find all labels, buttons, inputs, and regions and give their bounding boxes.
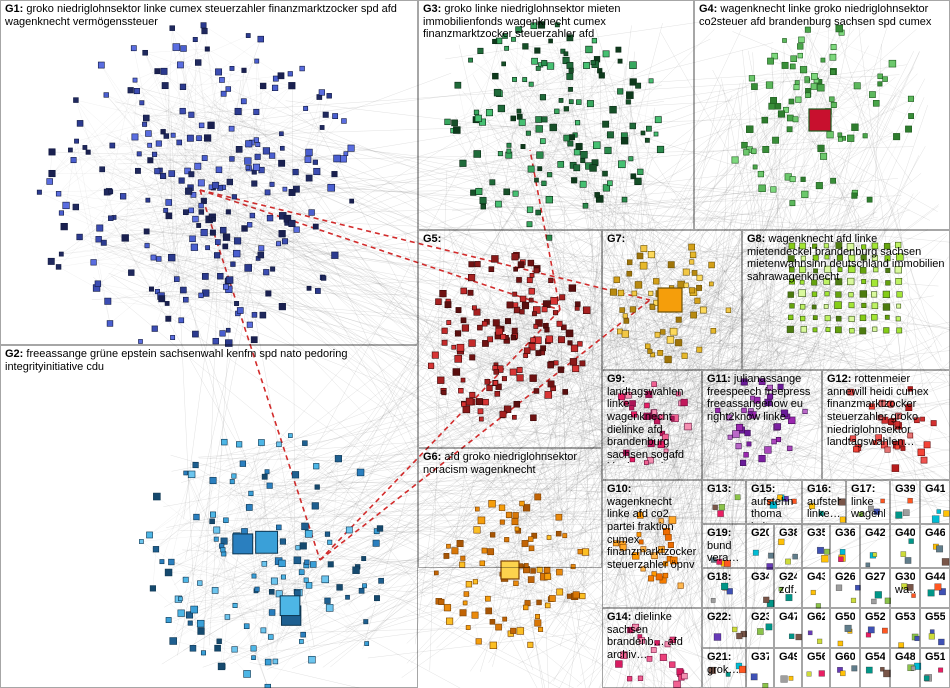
cell-G30 [901, 584, 915, 598]
cell-G48 [908, 663, 921, 671]
cell-G47 [789, 634, 801, 640]
cell-G46 [933, 544, 949, 565]
cell-G51 [924, 668, 943, 681]
cell-G52 [866, 627, 887, 637]
cell-G53 [899, 634, 920, 648]
cell-G24 [779, 587, 792, 601]
cell-G34 [763, 597, 774, 607]
cell-G40 [901, 539, 914, 564]
cell-G54 [866, 667, 890, 677]
network-svg [0, 0, 950, 688]
cell-G17 [859, 499, 885, 517]
cell-G19 [711, 558, 730, 567]
cell-G49 [781, 676, 793, 683]
cell-G20 [753, 550, 774, 570]
cell-G43 [811, 590, 821, 608]
cell-G56 [807, 671, 825, 677]
cell-G22 [714, 627, 747, 640]
cell-G55 [929, 630, 944, 645]
cell-G26 [836, 585, 860, 603]
cell-G62 [808, 631, 822, 644]
cell-G37 [751, 674, 768, 688]
cell-G23 [757, 624, 772, 635]
cluster-G4 [732, 25, 914, 206]
cell-G60 [837, 666, 857, 676]
cluster-G12 [848, 387, 937, 472]
cell-G50 [838, 625, 852, 646]
network-diagram: G1: groko niedriglohnsektor linke cumex … [0, 0, 950, 688]
cell-G41 [932, 510, 949, 523]
cell-G44 [928, 584, 946, 596]
cell-G27 [871, 591, 890, 603]
cell-G42 [866, 552, 877, 566]
